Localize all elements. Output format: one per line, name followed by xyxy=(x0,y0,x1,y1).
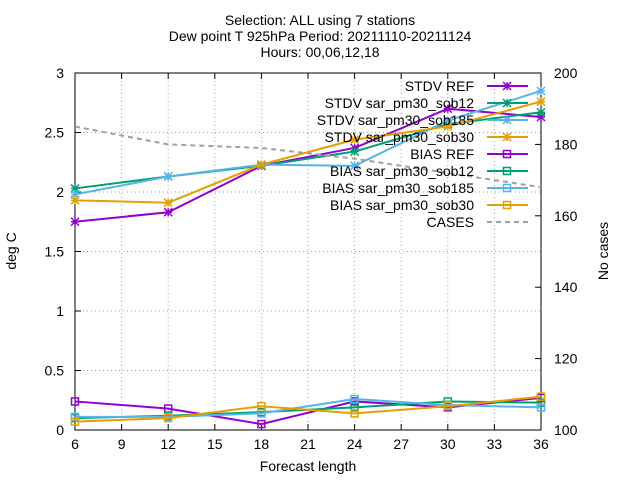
y-tick-label: 3 xyxy=(56,65,64,81)
x-tick-label: 27 xyxy=(393,436,409,452)
series-stdv-sar-pm30-sob185-point xyxy=(163,171,173,182)
chart-title-line-2: Dew point T 925hPa Period: 20211110-2021… xyxy=(168,28,472,44)
series-cases xyxy=(74,125,542,189)
series-bias-sar-pm30-sob185-point xyxy=(536,403,546,412)
series-layer xyxy=(70,86,546,429)
y-axis-left: 0 0.5 1 1.5 2 2.5 3 xyxy=(45,65,81,438)
series-bias-sar-pm30-sob12-point xyxy=(350,403,359,412)
y2-tick-label: 100 xyxy=(554,422,578,438)
series-stdv-ref-point xyxy=(443,104,453,114)
y2-tick-label: 180 xyxy=(554,136,578,152)
y-tick-label: 2 xyxy=(56,184,64,200)
y-tick-label: 1.5 xyxy=(45,244,65,260)
x-axis: 6 9 12 15 18 21 24 27 30 33 36 xyxy=(71,73,549,452)
series-stdv-sar-pm30-sob30-point xyxy=(536,97,546,107)
legend-stdv-sar-pm30-sob12-marker xyxy=(502,98,512,108)
series-bias-sar-pm30-sob12-point xyxy=(536,398,546,407)
series-stdv-sar-pm30-sob12-point xyxy=(70,183,80,193)
x-tick-label: 21 xyxy=(300,436,316,452)
series-bias-ref-point xyxy=(257,419,266,429)
series-bias-sar-pm30-sob30-point xyxy=(536,392,546,401)
series-stdv-sar-pm30-sob185-line xyxy=(74,89,542,196)
x-tick-label: 12 xyxy=(160,436,176,452)
legend-stdv-sar-pm30-sob12-label: STDV sar_pm30_sob12 xyxy=(325,95,475,111)
series-stdv-sar-pm30-sob185-point xyxy=(70,189,80,199)
x-tick-label: 9 xyxy=(118,436,126,452)
series-stdv-sar-pm30-sob30-point xyxy=(350,135,360,145)
series-stdv-sar-pm30-sob30 xyxy=(70,97,546,208)
x-tick-label: 18 xyxy=(254,436,270,452)
legend-bias-sar-pm30-sob12-marker xyxy=(502,166,512,176)
y2-axis-label: No cases xyxy=(595,222,611,280)
series-stdv-sar-pm30-sob30-point xyxy=(443,122,453,132)
x-tick-label: 15 xyxy=(207,436,223,452)
legend-bias-ref-marker xyxy=(502,149,512,159)
y2-tick-label: 120 xyxy=(554,351,578,367)
legend-cases-label: CASES xyxy=(427,214,474,230)
series-bias-sar-pm30-sob30-point xyxy=(350,409,359,418)
chart-title-line-3: Hours: 00,06,12,18 xyxy=(260,44,380,60)
y2-tick-label: 160 xyxy=(554,208,578,224)
legend-stdv-ref-marker xyxy=(502,81,512,91)
series-stdv-sar-pm30-sob12-point xyxy=(536,107,546,117)
legend-stdv-sar-pm30-sob30-marker xyxy=(502,132,512,142)
series-stdv-sar-pm30-sob30-point xyxy=(70,195,80,205)
series-stdv-sar-pm30-sob30-point xyxy=(256,160,266,170)
y2-tick-label: 200 xyxy=(554,65,578,81)
legend-stdv-sar-pm30-sob185-label: STDV sar_pm30_sob185 xyxy=(317,112,474,128)
series-stdv-sar-pm30-sob30-line xyxy=(74,100,542,204)
y2-tick-label: 140 xyxy=(554,279,578,295)
series-bias-sar-pm30-sob185-point xyxy=(70,412,80,422)
series-bias-ref xyxy=(70,393,546,429)
x-axis-label: Forecast length xyxy=(260,458,357,474)
series-stdv-ref-point xyxy=(163,207,173,217)
legend-stdv-ref-label: STDV REF xyxy=(405,78,474,94)
x-tick-label: 6 xyxy=(71,436,79,452)
x-tick-label: 33 xyxy=(487,436,503,452)
y-axis-label: deg C xyxy=(3,232,19,269)
series-stdv-sar-pm30-sob30-point xyxy=(163,198,173,208)
legend-bias-ref-label: BIAS REF xyxy=(410,146,474,162)
x-tick-label: 36 xyxy=(533,436,549,452)
series-stdv-sar-pm30-sob185-point xyxy=(443,116,453,126)
series-bias-sar-pm30-sob30 xyxy=(70,392,546,426)
legend-stdv-sar-pm30-sob30-label: STDV sar_pm30_sob30 xyxy=(325,129,475,145)
x-tick-label: 30 xyxy=(440,436,456,452)
series-bias-sar-pm30-sob30-point xyxy=(257,401,266,411)
y-tick-label: 0 xyxy=(56,422,64,438)
legend-stdv-sar-pm30-sob185-marker xyxy=(502,115,512,125)
series-stdv-sar-pm30-sob185-point xyxy=(350,161,360,171)
legend-bias-sar-pm30-sob185-label: BIAS sar_pm30_sob185 xyxy=(322,180,474,196)
series-bias-sar-pm30-sob30-point xyxy=(163,413,173,423)
y-axis-right: 100 120 140 160 180 200 xyxy=(535,65,578,438)
legend-bias-sar-pm30-sob30-label: BIAS sar_pm30_sob30 xyxy=(330,197,474,213)
series-bias-sar-pm30-sob185-point xyxy=(350,394,359,404)
series-stdv-ref-point xyxy=(536,112,546,122)
chart-title-line-1: Selection: ALL using 7 stations xyxy=(224,12,416,28)
legend-bias-sar-pm30-sob185-marker xyxy=(502,183,512,193)
series-bias-sar-pm30-sob30-point xyxy=(70,417,80,426)
grid xyxy=(75,73,541,430)
series-stdv-sar-pm30-sob185-point xyxy=(536,86,546,96)
legend-bias-sar-pm30-sob30-marker xyxy=(502,200,512,210)
series-bias-sar-pm30-sob30-line xyxy=(74,395,542,423)
legend-bias-sar-pm30-sob12-label: BIAS sar_pm30_sob12 xyxy=(330,163,474,179)
series-cases-line xyxy=(74,125,542,189)
series-bias-sar-pm30-sob185 xyxy=(70,394,546,422)
x-tick-label: 24 xyxy=(347,436,363,452)
series-stdv-ref-line xyxy=(74,107,542,223)
y-tick-label: 2.5 xyxy=(45,125,65,141)
y-tick-label: 0.5 xyxy=(45,363,65,379)
y-tick-label: 1 xyxy=(56,303,64,319)
series-bias-sar-pm30-sob30-point xyxy=(443,401,453,411)
series-bias-ref-point xyxy=(70,397,80,406)
series-stdv-ref-point xyxy=(70,217,80,227)
series-stdv-sar-pm30-sob12-point xyxy=(350,147,360,157)
